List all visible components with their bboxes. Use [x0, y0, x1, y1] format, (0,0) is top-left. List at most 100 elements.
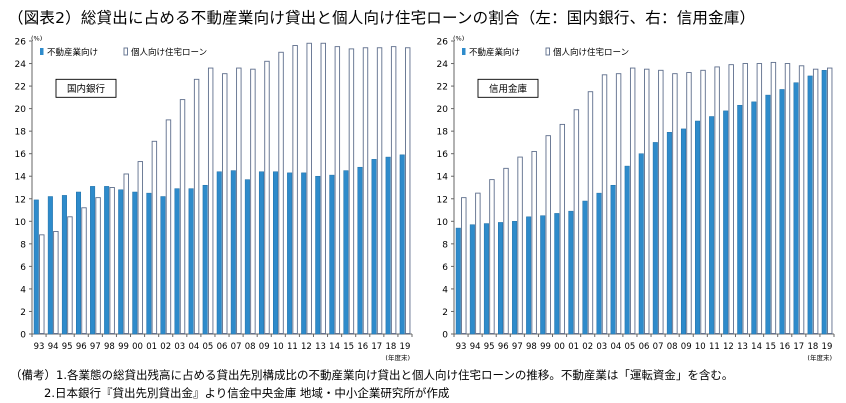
x-tick-label: 95	[62, 342, 73, 352]
bar-realestate	[737, 104, 743, 335]
bar-realestate	[652, 142, 658, 335]
x-tick-label: 96	[498, 342, 509, 352]
y-tick-label: 24	[437, 60, 449, 70]
legend-swatch-housing-loan	[545, 47, 550, 56]
x-tick-label: 04	[610, 342, 621, 352]
bar-realestate	[469, 224, 475, 335]
bar-housing-loan	[390, 46, 397, 334]
x-tick-label: 13	[737, 342, 748, 352]
bar-realestate	[301, 172, 307, 335]
x-tick-label: 99	[540, 342, 551, 352]
y-tick-label: 0	[442, 331, 448, 341]
x-tick-label: 17	[793, 342, 804, 352]
x-tick-label: 99	[118, 342, 129, 352]
bar-realestate	[709, 116, 715, 335]
y-tick-label: 10	[15, 218, 27, 228]
legend-label-housing-loan: 個人向け住宅ローン	[553, 47, 629, 58]
x-tick-label: 14	[329, 342, 340, 352]
legend-label-realestate: 不動産業向け	[469, 47, 520, 58]
y-tick-label: 4	[442, 285, 448, 295]
bar-realestate	[498, 222, 504, 335]
bar-housing-loan	[179, 99, 186, 334]
bar-housing-loan	[236, 67, 242, 334]
bar-housing-loan	[222, 73, 228, 334]
bar-housing-loan	[292, 45, 298, 334]
bar-housing-loan	[193, 78, 200, 334]
bar-realestate	[33, 199, 39, 335]
y-tick-label: 2	[20, 308, 26, 318]
bar-housing-loan	[207, 67, 214, 334]
bar-housing-loan	[53, 230, 59, 334]
chart-label-text: 国内銀行	[67, 83, 106, 95]
y-tick-label: 14	[15, 173, 27, 183]
bar-housing-loan	[742, 63, 748, 334]
y-tick-label: 22	[15, 83, 26, 93]
footnote-1: （備考）1.各業態の総貸出残高に占める貸出先別構成比の不動産業向け貸出と個人向け…	[10, 368, 734, 382]
x-tick-label: 12	[723, 342, 734, 352]
y-tick-label: 22	[437, 83, 448, 93]
x-tick-label: 94	[48, 342, 59, 352]
x-tick-label: 19	[822, 342, 833, 352]
x-tick-label: 19	[400, 342, 411, 352]
bar-realestate	[244, 179, 250, 335]
x-tick-label: 15	[765, 342, 776, 352]
y-tick-label: 6	[442, 263, 448, 273]
bar-realestate	[526, 216, 532, 335]
y-tick-label: 8	[20, 240, 26, 250]
x-tick-label: 07	[231, 342, 242, 352]
bar-realestate	[174, 188, 180, 335]
bar-housing-loan	[137, 161, 144, 334]
bar-housing-loan	[362, 47, 369, 334]
x-tick-label: 16	[357, 342, 368, 352]
y-tick-label: 16	[15, 150, 27, 160]
bar-housing-loan	[784, 63, 791, 334]
bar-realestate	[287, 172, 293, 335]
bar-realestate	[483, 223, 489, 335]
bar-realestate	[568, 210, 574, 335]
legend-swatch-housing-loan	[123, 47, 128, 56]
bar-realestate	[666, 132, 672, 335]
bar-housing-loan	[151, 140, 158, 334]
x-tick-label: 17	[371, 342, 382, 352]
x-tick-label: 05	[625, 342, 636, 352]
bar-housing-loan	[81, 207, 87, 334]
bar-realestate	[216, 171, 222, 335]
bar-realestate	[146, 192, 152, 335]
bar-realestate	[793, 82, 799, 335]
chart-label-box	[477, 78, 539, 98]
y-tick-label: 12	[15, 195, 26, 205]
bar-housing-loan	[601, 74, 608, 334]
bar-realestate	[779, 89, 785, 335]
bar-realestate	[512, 221, 518, 335]
x-tick-label: 98	[526, 342, 537, 352]
bar-housing-loan	[405, 47, 411, 334]
y-tick-label: 10	[437, 218, 449, 228]
x-tick-label: 97	[512, 342, 523, 352]
bar-realestate	[90, 186, 96, 335]
bar-housing-loan	[461, 197, 467, 334]
x-tick-label: 96	[76, 342, 87, 352]
y-tick-label: 20	[15, 105, 27, 115]
bar-housing-loan	[123, 173, 129, 334]
x-tick-label: 06	[639, 342, 650, 352]
x-tick-label: 14	[751, 342, 762, 352]
y-tick-label: 18	[437, 128, 449, 138]
y-tick-label: 6	[20, 263, 26, 273]
legend-label-realestate: 不動産業向け	[47, 47, 98, 58]
bar-housing-loan	[686, 72, 692, 334]
bar-realestate	[329, 174, 335, 335]
footnote-2: 2.日本銀行『貸出先別貸出金』より信金中央金庫 地域・中小企業研究所が作成	[44, 386, 450, 400]
x-tick-label: 11	[709, 342, 720, 352]
bar-realestate	[554, 213, 560, 335]
x-tick-label: 09	[259, 342, 270, 352]
bar-realestate	[104, 186, 110, 335]
bar-housing-loan	[770, 61, 777, 334]
x-tick-label: 10	[695, 342, 706, 352]
bar-housing-loan	[573, 109, 580, 334]
bar-housing-loan	[278, 51, 284, 334]
bar-realestate	[821, 70, 827, 335]
y-tick-label: 26	[15, 38, 27, 48]
bar-housing-loan	[250, 68, 256, 334]
